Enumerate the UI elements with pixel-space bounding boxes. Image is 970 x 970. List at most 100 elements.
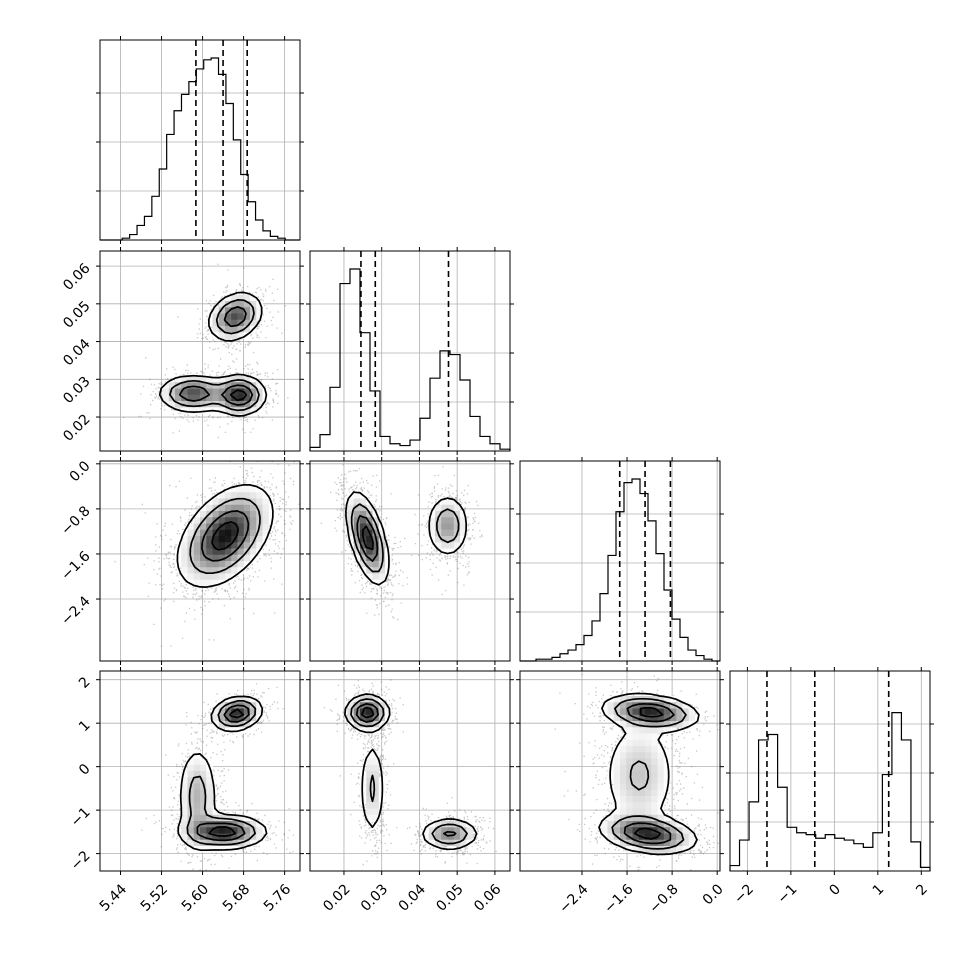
density-cell [378,567,386,574]
density-cell [193,839,201,847]
density-cell [200,827,207,834]
density-cell [237,504,245,512]
density-cell [663,771,671,778]
density-cell [620,796,627,803]
density-cell [651,702,658,709]
histogram-panel-2 [306,247,514,455]
density-cell [206,554,213,562]
density-cell [181,808,188,816]
density-cell [218,573,226,581]
density-cell [620,746,627,753]
density-cell [626,758,633,766]
density-cell [428,511,436,518]
density-cell [212,714,220,722]
density-contour [633,706,664,840]
panel-background [100,251,300,451]
density-cell [601,821,608,828]
density-cell [657,752,665,759]
density-cell [200,401,207,408]
density-cell [663,708,671,716]
density-cell [218,517,226,524]
density-cell [663,727,671,734]
density-cell [638,802,646,809]
density-cell [632,733,640,741]
density-cell [435,511,442,518]
density-cell [366,727,373,734]
density-cell [613,771,621,778]
density-cell [620,821,627,828]
density-cell [256,388,263,396]
density-cell [225,567,232,574]
density-cell [626,733,633,741]
histogram-step-line [520,478,720,662]
density-cell [645,833,652,841]
density-cell [366,517,373,524]
density-cell [225,407,232,414]
density-cell [250,319,257,327]
density-cell [372,808,380,816]
density-cell [181,814,188,822]
density-contour [189,497,261,575]
density-cell [366,789,373,797]
density-cell [663,839,671,847]
density-cell [645,739,652,747]
density-cell [243,536,251,543]
density-cell [613,827,621,834]
y-tick-label: −2 [68,848,94,874]
density-cell [243,702,251,709]
density-cell [243,721,251,728]
density-cell [632,777,640,784]
density-cell [613,746,621,753]
density-cell [181,573,188,581]
density-contour [361,706,375,719]
density-cell [256,542,263,549]
density-cell [212,561,220,568]
x-tick-label: −2.4 [556,881,591,916]
density-cell [250,536,257,543]
density-cell [657,758,665,766]
density-cell [360,727,367,734]
density-cell [212,307,220,314]
density-cell [645,708,652,716]
density-cell [453,536,461,543]
density-cell [237,511,245,518]
density-cell [212,542,220,549]
density-cell [360,511,367,518]
density-cell [620,802,627,809]
density-cell [378,573,386,581]
density-cell [353,517,361,524]
density-cell [243,326,251,333]
density-cell [638,708,646,716]
density-cell [218,319,226,327]
density-cell [620,827,627,834]
density-cell [435,821,442,828]
density-cell [638,752,646,759]
density-cell [620,721,627,728]
density-cell [607,827,615,834]
density-cell [181,376,188,383]
density-cell [651,814,658,822]
density-cell [688,833,696,841]
density-cell [243,498,251,506]
density-cell [626,808,633,816]
density-cell [366,783,373,791]
density-cell [645,808,652,816]
density-cell [360,542,367,549]
density-cell [366,814,373,822]
density-cell [250,839,257,847]
density-cell [372,548,380,556]
density-contour [350,698,468,845]
density-cell [632,752,640,759]
density-cell [645,758,652,766]
density-cell [212,388,220,396]
density-cell [657,721,665,728]
panel-frame [99,670,301,872]
density-cell [607,708,615,716]
density-cell [657,821,665,828]
density-cell [250,407,257,414]
density-cell [250,486,257,493]
density-cell [366,708,373,716]
density-cell [231,542,238,549]
density-cell [193,382,201,389]
